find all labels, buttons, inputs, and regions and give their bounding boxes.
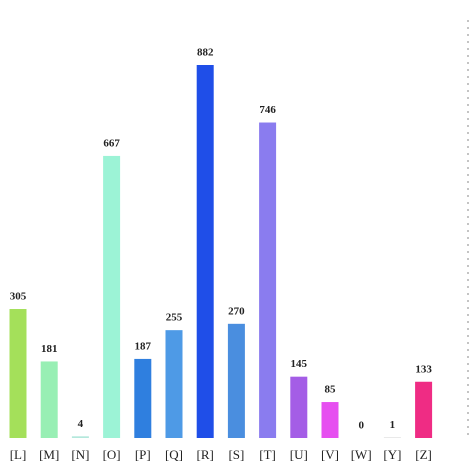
bar <box>415 381 433 438</box>
x-tick-label: [U] <box>290 447 308 462</box>
bar <box>290 376 308 438</box>
value-label: 1 <box>390 419 396 431</box>
x-tick-label: [N] <box>71 447 89 462</box>
x-tick-label: [O] <box>103 447 121 462</box>
bar <box>227 323 245 438</box>
x-tick-label: [P] <box>135 447 151 462</box>
x-tick-label: [Y] <box>383 447 401 462</box>
x-tick-label: [Z] <box>415 447 432 462</box>
value-label: 85 <box>325 384 337 396</box>
value-label: 181 <box>41 343 58 355</box>
x-tick-label: [V] <box>321 447 339 462</box>
value-label: 145 <box>291 358 308 370</box>
value-label: 305 <box>10 291 27 303</box>
bar <box>321 402 339 438</box>
bar <box>259 122 277 438</box>
bar <box>71 436 89 438</box>
bar <box>134 358 152 438</box>
x-tick-label: [M] <box>39 447 59 462</box>
value-label: 4 <box>78 418 84 430</box>
x-tick-label: [R] <box>197 447 214 462</box>
value-label: 187 <box>135 340 152 352</box>
x-tick-label: [S] <box>228 447 244 462</box>
bar <box>196 65 214 438</box>
bar <box>9 309 27 438</box>
bar <box>165 330 183 438</box>
bar <box>40 361 58 438</box>
value-label: 133 <box>415 363 432 375</box>
value-label: 255 <box>166 312 183 324</box>
value-label: 746 <box>259 104 276 116</box>
bar <box>103 155 121 438</box>
x-tick-label: [W] <box>351 447 372 462</box>
value-label: 667 <box>103 137 120 149</box>
value-label: 270 <box>228 305 245 317</box>
value-label: 0 <box>358 420 364 432</box>
x-tick-label: [Q] <box>165 447 183 462</box>
x-tick-label: [L] <box>10 447 27 462</box>
x-tick-label: [T] <box>259 447 276 462</box>
value-label: 882 <box>197 47 214 59</box>
